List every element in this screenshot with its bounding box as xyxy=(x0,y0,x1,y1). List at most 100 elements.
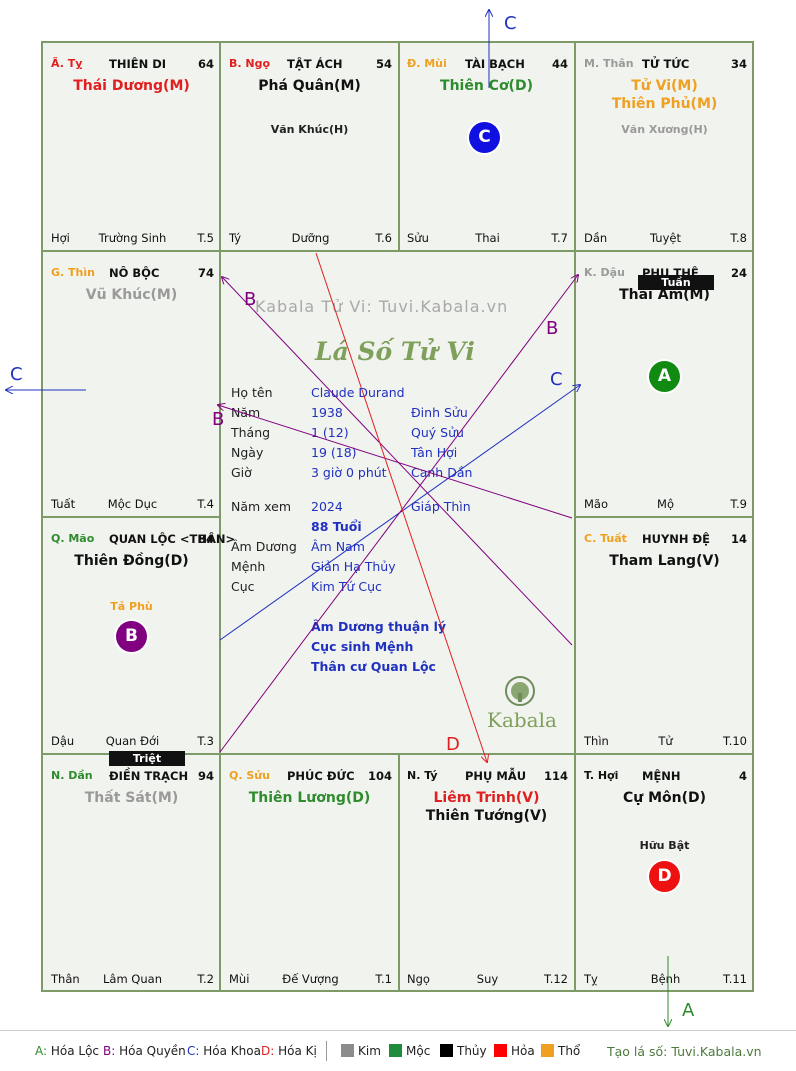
major-star: Liêm Trinh(V) xyxy=(433,790,540,806)
palace-hoi[interactable]: T. Hợi MỆNH 4 Cự Môn(D) Hữu Bật Tỵ Bệnh T.11 xyxy=(576,755,753,992)
footer-branch: Dần xyxy=(584,231,608,245)
palace-dan[interactable]: N. Dần ĐIỀN TRẠCH 94 Thất Sát(M) Thân Lâm Qua… xyxy=(43,755,220,992)
tree-icon xyxy=(505,676,535,706)
arrow-label-c-top: C xyxy=(504,13,517,34)
footer-stage: Quan Đới xyxy=(105,734,160,748)
age: 88 Tuổi xyxy=(311,519,362,534)
footer-branch: Mùi xyxy=(229,972,250,986)
major-star: Thái Âm(M) xyxy=(619,287,710,303)
palace-name: MỆNH xyxy=(642,769,681,783)
color-swatch-icon xyxy=(440,1044,453,1057)
arrow-label-a: A xyxy=(682,1000,695,1021)
legend-element-label: Kim xyxy=(358,1044,381,1058)
arrow-label-d: D xyxy=(446,734,460,755)
footer-month: T.2 xyxy=(197,972,214,986)
major-star: Thiên Lương(D) xyxy=(248,790,371,806)
footer-branch: Thân xyxy=(51,972,80,986)
legend-hoa-item: C: Hóa Khoa xyxy=(187,1044,261,1058)
info-label: Tháng xyxy=(231,425,271,440)
legend-key: B: xyxy=(103,1044,116,1058)
major-star: Thiên Đồng(D) xyxy=(74,553,189,569)
palace-ty[interactable]: Ã. Tỵ THIÊN DI 64 Thái Dương(M) Hợi Trường Si… xyxy=(43,43,220,251)
footer-stage: Lâm Quan xyxy=(103,972,162,986)
legend-value: Hóa Khoa xyxy=(203,1044,261,1058)
minor-star: Tả Phù xyxy=(110,600,153,613)
palace-age-number: 14 xyxy=(730,532,747,546)
legend-hoa-item: B: Hóa Quyền xyxy=(103,1044,186,1058)
site-link[interactable]: Tạo lá số: Tuvi.Kabala.vn xyxy=(607,1044,762,1059)
legend-key: D: xyxy=(261,1044,275,1058)
palace-branch: Q. Mão xyxy=(51,532,95,545)
info-note: Âm Dương thuận lý xyxy=(311,619,447,634)
major-star: Thất Sát(M) xyxy=(84,790,179,806)
major-star: Thiên Phủ(M) xyxy=(611,96,718,112)
palace-branch: T. Hợi xyxy=(584,769,619,782)
footer-month: T.11 xyxy=(723,972,747,986)
grid-line xyxy=(43,753,752,755)
tuan-tag: Tuần xyxy=(638,275,714,290)
hoa-loc-badge: A xyxy=(649,361,680,392)
arrow-label-b-right: B xyxy=(546,318,558,339)
info-value: Kim Tứ Cục xyxy=(311,579,382,594)
palace-age-number: 104 xyxy=(367,769,392,783)
major-star: Phá Quân(M) xyxy=(258,78,361,94)
palace-mui[interactable]: Đ. Mùi TÀI BẠCH 44 Thiên Cơ(D) Sửu Thai T.7 xyxy=(399,43,574,251)
legend: A: Hóa Lộc B: Hóa Quyền C: Hóa Khoa D: Hóa … xyxy=(0,1030,796,1071)
grid-line xyxy=(398,43,400,251)
footer-month: T.1 xyxy=(375,972,392,986)
footer-stage: Mộc Dục xyxy=(107,497,158,511)
footer-branch: Tuất xyxy=(51,497,76,511)
palace-thin[interactable]: G. Thìn NÔ BỘC 74 Vũ Khúc(M) Tuất Mộc Dục T.4 xyxy=(43,252,220,517)
palace-branch: N. Dần xyxy=(51,769,93,782)
kabala-logo: Kabala xyxy=(487,675,557,735)
major-stars: Thiên Đồng(D) xyxy=(43,552,220,570)
palace-tuat[interactable]: C. Tuất HUYNH ĐỆ 14 Tham Lang(V) Thìn Tử T.10 xyxy=(576,518,753,754)
major-stars: Liêm Trinh(V) Thiên Tướng(V) xyxy=(399,789,574,825)
legend-hoa-item: D: Hóa Kị xyxy=(261,1044,317,1058)
info-label: Họ tên xyxy=(231,385,273,400)
info-note: Cục sinh Mệnh xyxy=(311,639,414,654)
palace-branch: B. Ngọ xyxy=(229,57,271,70)
center-title: Lá Số Tử Vi xyxy=(315,337,475,366)
palace-mao[interactable]: Q. Mão QUAN LỘC <THÂN> 84 Thiên Đồng(D) Tả P… xyxy=(43,518,235,754)
legend-element-item: Thủy xyxy=(440,1044,487,1058)
footer-branch: Thìn xyxy=(584,734,609,748)
legend-divider xyxy=(326,1041,327,1061)
arrow-label-b-top: B xyxy=(244,289,256,310)
info-note: Thân cư Quan Lộc xyxy=(311,659,436,674)
info-canchi: Tân Hợi xyxy=(411,445,458,460)
palace-name: PHỤ MẪU xyxy=(465,769,527,783)
color-swatch-icon xyxy=(541,1044,554,1057)
grid-line xyxy=(43,516,221,518)
palace-age-number: 74 xyxy=(197,266,214,280)
palace-name: THIÊN DI xyxy=(109,57,167,71)
palace-branch: K. Dậu xyxy=(584,266,625,279)
palace-suu[interactable]: Q. Sửu PHÚC ĐỨC 104 Thiên Lương(D) Mùi Đế Vượ… xyxy=(221,755,398,992)
major-stars: Phá Quân(M) xyxy=(221,77,398,95)
color-swatch-icon xyxy=(389,1044,402,1057)
year-view-label: Năm xem xyxy=(231,499,292,514)
info-label: Cục xyxy=(231,579,255,594)
major-stars: Thiên Lương(D) xyxy=(221,789,398,807)
footer-branch: Tỵ xyxy=(584,972,598,986)
major-star: Tham Lang(V) xyxy=(609,553,720,569)
palace-ngo[interactable]: B. Ngọ TẬT ÁCH 54 Phá Quân(M) Văn Khúc(H) Tý D… xyxy=(221,43,398,251)
color-swatch-icon xyxy=(494,1044,507,1057)
info-value: 1 (12) xyxy=(311,425,349,440)
info-label: Mệnh xyxy=(231,559,266,574)
legend-key: A: xyxy=(35,1044,48,1058)
footer-branch: Mão xyxy=(584,497,609,511)
info-canchi: Quý Sửu xyxy=(411,425,464,440)
hoa-ki-badge: D xyxy=(649,861,680,892)
info-canchi: Đinh Sửu xyxy=(411,405,468,420)
palace-ty-rat[interactable]: N. Tý PHỤ MẪU 114 Liêm Trinh(V) Thiên Tướng(… xyxy=(399,755,574,992)
footer-stage: Tuyệt xyxy=(650,231,681,245)
palace-branch: N. Tý xyxy=(407,769,438,782)
palace-age-number: 84 xyxy=(197,532,214,546)
legend-element-item: Thổ xyxy=(541,1044,580,1058)
minor-star: Hữu Bật xyxy=(639,839,690,852)
palace-than[interactable]: M. Thân TỬ TỨC 34 Tử Vi(M) Thiên Phủ(M) Văn X… xyxy=(576,43,753,251)
palace-branch: G. Thìn xyxy=(51,266,95,279)
arrow-b-right xyxy=(219,275,578,753)
minor-star: Văn Xương(H) xyxy=(621,123,708,136)
